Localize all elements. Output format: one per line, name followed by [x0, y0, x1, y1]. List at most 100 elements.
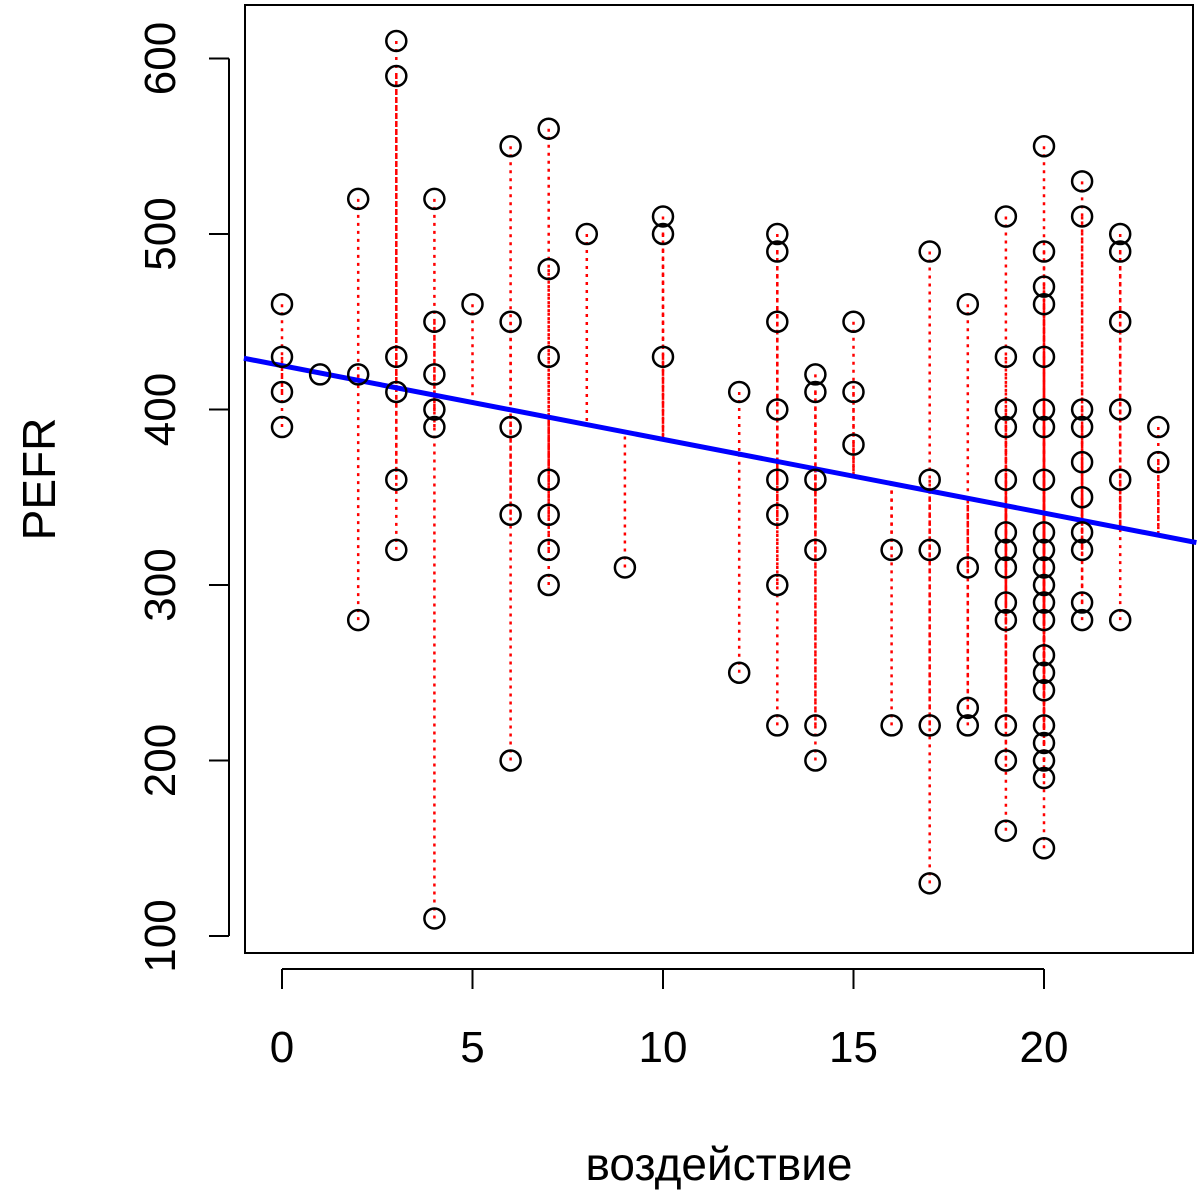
x-axis-title: воздействие: [586, 1138, 853, 1190]
data-point: [766, 310, 789, 333]
data-point: [1032, 714, 1056, 737]
data-point: [1032, 573, 1056, 597]
data-point: [499, 749, 522, 772]
data-point: [537, 345, 560, 369]
data-point: [1032, 538, 1056, 562]
data-point: [1108, 310, 1132, 333]
data-point: [956, 556, 980, 579]
data-point: [766, 240, 789, 263]
data-point: [766, 503, 789, 527]
data-point: [499, 503, 522, 527]
data-point: [1032, 415, 1056, 439]
data-point: [1032, 749, 1056, 772]
data-point: [994, 714, 1018, 737]
data-point: [499, 415, 522, 439]
data-point: [1032, 275, 1056, 298]
y-tick-label: 100: [136, 899, 185, 972]
data-point: [766, 398, 789, 421]
data-point: [1032, 521, 1056, 544]
data-point: [1032, 240, 1056, 263]
data-point: [994, 205, 1018, 228]
data-point: [994, 819, 1018, 842]
data-point: [994, 749, 1018, 772]
data-point: [651, 222, 675, 246]
data-point: [270, 345, 294, 369]
data-point: [1032, 292, 1056, 316]
data-point: [956, 714, 980, 737]
data-points: [270, 29, 1170, 930]
data-point: [1108, 222, 1132, 246]
data-point: [1147, 415, 1170, 439]
data-point: [499, 310, 522, 333]
data-point: [423, 398, 446, 421]
data-point: [1070, 591, 1094, 614]
data-point: [1070, 521, 1094, 544]
y-axis-title: PEFR: [13, 418, 65, 541]
data-point: [994, 468, 1018, 491]
data-point: [994, 556, 1018, 579]
data-point: [423, 363, 446, 386]
data-point: [499, 135, 522, 158]
data-point: [1070, 450, 1094, 474]
data-point: [537, 257, 560, 281]
data-point: [994, 398, 1018, 421]
data-point: [727, 661, 751, 684]
data-point: [994, 415, 1018, 439]
y-tick-label: 400: [136, 373, 185, 446]
x-tick-label: 20: [1020, 1023, 1069, 1072]
data-point: [1032, 679, 1056, 702]
x-axis: 0 5 10 15 20: [270, 968, 1069, 1072]
data-point: [880, 714, 903, 737]
y-tick-label: 200: [136, 724, 185, 797]
data-point: [270, 380, 294, 404]
data-point: [994, 608, 1018, 632]
regression-line-group: [243, 355, 1197, 545]
data-point: [918, 714, 941, 737]
data-point: [1032, 608, 1056, 632]
data-point: [651, 205, 675, 228]
data-point: [956, 292, 980, 316]
data-point: [1032, 345, 1056, 369]
data-point: [270, 415, 294, 439]
y-axis: 100 200 300 400 500 600: [136, 22, 230, 973]
data-point: [1032, 766, 1056, 790]
regression-line: [243, 355, 1197, 545]
data-point: [918, 468, 941, 491]
data-point: [346, 608, 370, 632]
x-tick-label: 15: [829, 1023, 878, 1072]
data-point: [385, 64, 408, 88]
data-point: [1108, 608, 1132, 632]
data-point: [842, 310, 865, 333]
data-point: [1032, 661, 1056, 684]
y-tick-label: 500: [136, 197, 185, 270]
data-point: [423, 310, 446, 333]
data-point: [1070, 486, 1094, 509]
data-point: [423, 907, 446, 930]
data-point: [423, 415, 446, 439]
data-point: [766, 573, 789, 597]
data-point: [385, 468, 408, 491]
x-tick-label: 0: [270, 1023, 294, 1072]
y-tick-label: 600: [136, 22, 185, 95]
data-point: [537, 538, 560, 562]
data-point: [1070, 608, 1094, 632]
data-point: [1032, 556, 1056, 579]
data-point: [1108, 398, 1132, 421]
data-point: [766, 222, 789, 246]
data-point: [1070, 398, 1094, 421]
data-point: [1032, 643, 1056, 667]
data-point: [1070, 538, 1094, 562]
data-point: [880, 538, 903, 562]
data-point: [766, 468, 789, 491]
data-point: [994, 538, 1018, 562]
data-point: [804, 380, 827, 404]
data-point: [1070, 415, 1094, 439]
data-point: [1032, 135, 1056, 158]
data-point: [537, 503, 560, 527]
data-point: [1147, 450, 1170, 474]
data-point: [1032, 398, 1056, 421]
data-point: [385, 380, 408, 404]
data-point: [918, 872, 941, 895]
data-point: [613, 556, 637, 579]
